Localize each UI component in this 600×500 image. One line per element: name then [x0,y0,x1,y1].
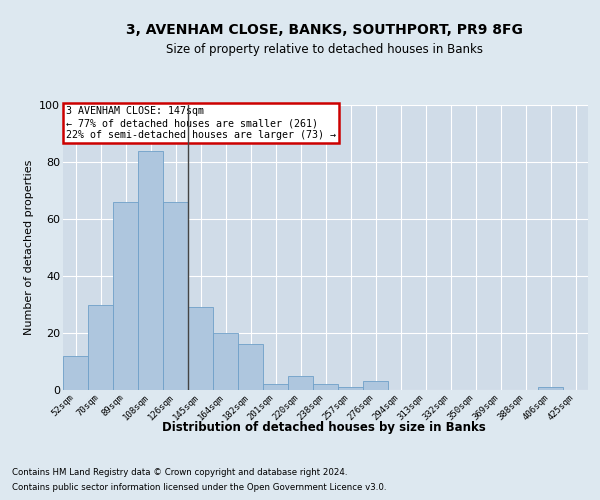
Text: Contains HM Land Registry data © Crown copyright and database right 2024.: Contains HM Land Registry data © Crown c… [12,468,347,477]
Bar [188,308,213,390]
Bar [138,150,163,390]
Bar [113,202,138,390]
Text: Contains public sector information licensed under the Open Government Licence v3: Contains public sector information licen… [12,483,386,492]
Bar [538,387,563,390]
Bar [213,333,238,390]
Bar [263,384,288,390]
Text: 3 AVENHAM CLOSE: 147sqm
← 77% of detached houses are smaller (261)
22% of semi-d: 3 AVENHAM CLOSE: 147sqm ← 77% of detache… [65,106,335,140]
Bar [313,384,338,390]
Bar [238,344,263,390]
Text: Size of property relative to detached houses in Banks: Size of property relative to detached ho… [166,42,482,56]
Bar [63,356,88,390]
Y-axis label: Number of detached properties: Number of detached properties [23,160,34,335]
Bar [363,382,388,390]
Bar [288,376,313,390]
Bar [163,202,188,390]
Text: 3, AVENHAM CLOSE, BANKS, SOUTHPORT, PR9 8FG: 3, AVENHAM CLOSE, BANKS, SOUTHPORT, PR9 … [125,22,523,36]
Text: Distribution of detached houses by size in Banks: Distribution of detached houses by size … [162,421,486,434]
Bar [338,387,363,390]
Bar [88,304,113,390]
